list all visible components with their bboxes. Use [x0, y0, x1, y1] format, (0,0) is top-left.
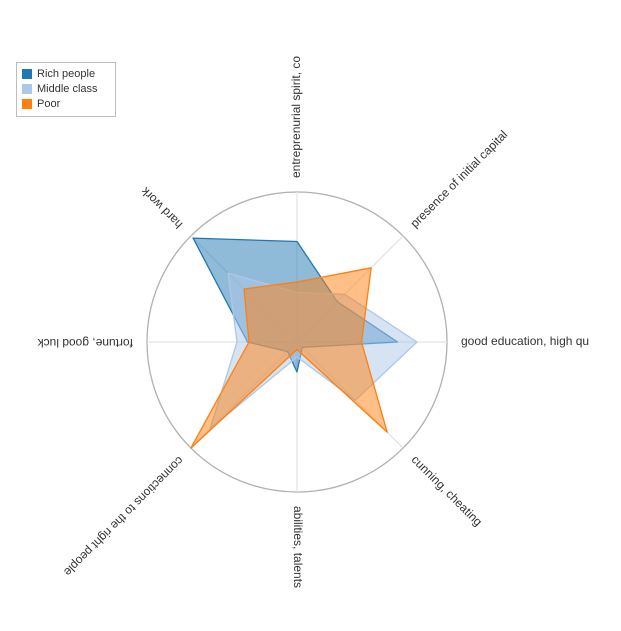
- legend-item-rich-people[interactable]: Rich people: [17, 66, 115, 81]
- legend-item-middle-class[interactable]: Middle class: [17, 81, 115, 96]
- axis-label: cunning, cheating: [409, 452, 485, 528]
- axis-label: connections to the right people: [61, 454, 187, 580]
- legend-swatch: [22, 68, 32, 79]
- axis-label: presence of initial capital: [407, 128, 510, 231]
- legend-item-poor[interactable]: Poor: [17, 96, 115, 111]
- legend-label: Middle class: [37, 82, 98, 95]
- axis-label: abilities, talents: [291, 506, 305, 588]
- series-area-poor[interactable]: [190, 267, 388, 449]
- axis-label: good education, high qu: [461, 334, 589, 348]
- axis-label: entreprenurial spirit, co: [289, 56, 303, 178]
- axis-label: hard work: [138, 184, 186, 232]
- series-layer: [190, 237, 418, 449]
- axis-label: fortune, good luck: [37, 336, 133, 350]
- legend-label: Rich people: [37, 67, 96, 80]
- legend-label: Poor: [37, 97, 61, 110]
- legend-swatch: [22, 98, 32, 109]
- legend: Rich people Middle class Poor: [16, 62, 116, 117]
- legend-swatch: [22, 83, 32, 94]
